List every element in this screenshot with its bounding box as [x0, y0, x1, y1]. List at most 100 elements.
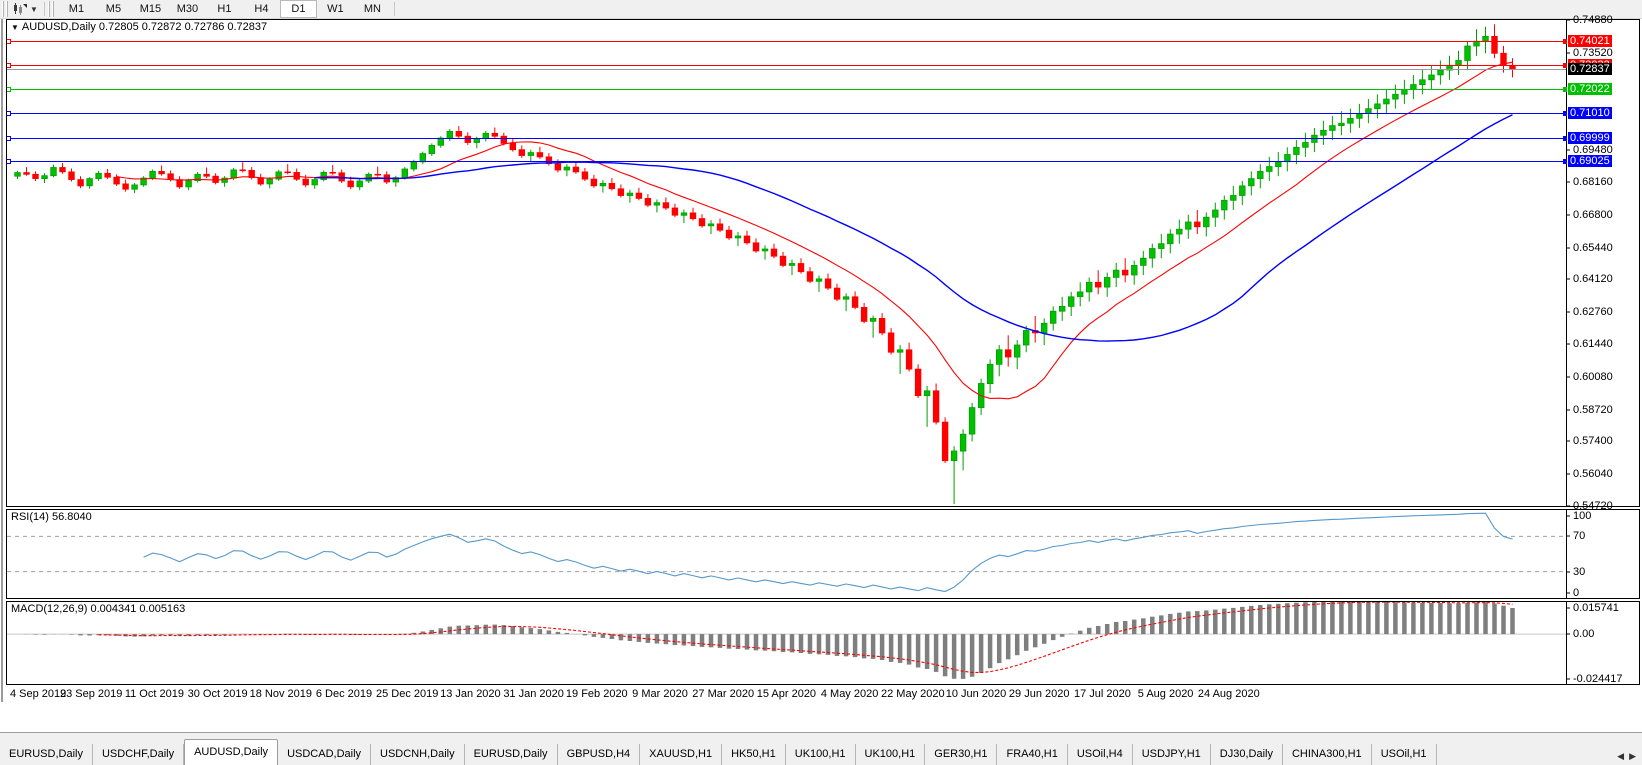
level-line-handle[interactable] — [1563, 86, 1567, 92]
level-line-handle-left[interactable] — [7, 159, 11, 165]
macd-tick-mark — [1567, 607, 1570, 609]
date-tick-label: 15 Apr 2020 — [756, 688, 817, 700]
price-tag-0-74021[interactable]: 0.74021 — [1568, 34, 1612, 47]
timeframe-button-h4[interactable]: H4 — [254, 3, 269, 15]
rsi-label: RSI(14) 56.8040 — [11, 511, 92, 523]
level-line-handle-left[interactable] — [7, 62, 11, 68]
date-tick-label: 11 Oct 2019 — [124, 688, 184, 700]
timeframe-button-m5[interactable]: M5 — [105, 3, 122, 15]
chart-tab-usdchf-daily[interactable]: USDCHF,Daily — [92, 744, 185, 765]
level-line-support[interactable] — [7, 135, 1567, 141]
chart-tab-china300-h1[interactable]: CHINA300,H1 — [1282, 744, 1372, 765]
level-line-pivot[interactable] — [7, 86, 1567, 92]
chart-tab-usoil-h4[interactable]: USOil,H4 — [1067, 744, 1133, 765]
price-tick-mark — [1567, 19, 1570, 21]
tab-prev-icon[interactable]: ◀ — [1617, 751, 1625, 761]
macd-tick-label: 0.00 — [1573, 628, 1595, 641]
date-tick-label: 10 Jun 2020 — [945, 688, 1007, 700]
rsi-indicator-panel[interactable]: RSI(14) 56.8040 100 70 30 0 — [6, 509, 1640, 599]
price-tick-mark — [1567, 278, 1570, 280]
date-tick-label: 9 Mar 2020 — [632, 688, 688, 700]
price-tag-0-72837[interactable]: 0.72837 — [1568, 63, 1612, 76]
level-line-handle[interactable] — [1563, 159, 1567, 165]
rsi-line-svg — [7, 512, 1567, 593]
tab-next-icon[interactable]: ▶ — [1629, 751, 1636, 761]
rsi-tick-mark — [1567, 592, 1570, 594]
timeframe-button-m15[interactable]: M15 — [139, 3, 162, 15]
timeframe-button-m30[interactable]: M30 — [176, 3, 199, 15]
level-line-handle-left[interactable] — [7, 38, 11, 44]
chart-tab-usdcad-daily[interactable]: USDCAD,Daily — [278, 744, 372, 765]
toolbar-grip[interactable] — [2, 1, 9, 17]
chart-type-button[interactable]: ▼ — [9, 1, 41, 17]
level-line-support[interactable] — [7, 111, 1567, 117]
rsi-tick-mark — [1567, 571, 1570, 573]
timeframe-button-w1[interactable]: W1 — [327, 3, 344, 15]
price-tick-mark — [1567, 440, 1570, 442]
price-tag-0-69999[interactable]: 0.69999 — [1568, 131, 1612, 144]
level-line-handle-left[interactable] — [7, 111, 11, 117]
level-line-support[interactable] — [7, 159, 1567, 165]
macd-axis: 0.015741 0.00 -0.024417 — [1566, 602, 1639, 685]
price-tick-mark — [1567, 52, 1570, 54]
chart-tab-gbpusd-h4[interactable]: GBPUSD,H4 — [557, 744, 641, 765]
rsi-tick-mark — [1567, 515, 1570, 517]
chart-tabbar: EURUSD,Daily USDCHF,Daily AUDUSD,Daily USDC… — [0, 732, 1642, 765]
price-tag-0-71010[interactable]: 0.71010 — [1568, 107, 1612, 120]
date-tick-label: 23 Sep 2019 — [59, 688, 123, 700]
chart-tab-uk100-h1[interactable]: UK100,H1 — [855, 744, 926, 765]
chart-tab-uk100-h1[interactable]: UK100,H1 — [785, 744, 856, 765]
chart-tab-eurusd-daily[interactable]: EURUSD,Daily — [0, 744, 93, 765]
rsi-tick-label: 100 — [1573, 510, 1592, 522]
level-line-handle[interactable] — [1563, 111, 1567, 117]
chart-tab-xauusd-h1[interactable]: XAUUSD,H1 — [640, 744, 723, 765]
price-tick-label: 0.60080 — [1573, 370, 1613, 383]
level-line-resistance[interactable] — [7, 38, 1567, 44]
price-axis[interactable]: 0.74880 0.73520 0.69480 0.68160 0.66800 0.654… — [1566, 14, 1639, 512]
timeframe-button-h1[interactable]: H1 — [217, 3, 232, 15]
price-plot-area[interactable] — [7, 20, 1567, 506]
timeframe-grip[interactable] — [47, 1, 55, 17]
collapse-caret-icon[interactable]: ▼ — [11, 23, 19, 32]
chart-tab-hk50-h1[interactable]: HK50,H1 — [722, 744, 786, 765]
chart-tab-dj30-daily[interactable]: DJ30,Daily — [1210, 744, 1283, 765]
date-tick-label: 5 Aug 2020 — [1137, 688, 1194, 700]
last-price-line — [7, 69, 1567, 71]
price-tag-0-69025[interactable]: 0.69025 — [1568, 155, 1612, 168]
chart-tab-usdjpy-h1[interactable]: USDJPY,H1 — [1132, 744, 1211, 765]
chart-tab-audusd-daily[interactable]: AUDUSD,Daily — [184, 739, 279, 765]
timeframe-button-d1[interactable]: D1 — [279, 0, 317, 18]
macd-label: MACD(12,26,9) 0.004341 0.005163 — [11, 603, 186, 615]
level-line-handle-left[interactable] — [7, 86, 11, 92]
chart-tab-fra40-h1[interactable]: FRA40,H1 — [997, 744, 1068, 765]
date-axis[interactable]: 4 Sep 2019 23 Sep 2019 11 Oct 2019 30 Oct 2… — [6, 687, 1640, 703]
level-line-resistance[interactable] — [7, 62, 1567, 68]
macd-indicator-panel[interactable]: MACD(12,26,9) 0.004341 0.005163 0.015741… — [6, 601, 1640, 685]
date-tick-label: 13 Jan 2020 — [440, 688, 501, 700]
price-tag-0-72022[interactable]: 0.72022 — [1568, 82, 1612, 95]
level-line-handle[interactable] — [1563, 62, 1567, 68]
rsi-plot-area[interactable] — [7, 510, 1567, 598]
candlestick-icon — [14, 3, 27, 15]
chart-container: ▼ AUDUSD,Daily 0.72805 0.72872 0.72786 0.… — [1, 14, 1642, 703]
level-line-handle[interactable] — [1563, 38, 1567, 44]
macd-histogram-svg — [7, 602, 1567, 679]
date-tick-label: 27 Mar 2020 — [692, 688, 755, 700]
price-chart-panel[interactable]: ▼ AUDUSD,Daily 0.72805 0.72872 0.72786 0.… — [6, 14, 1640, 512]
chart-tab-list: EURUSD,Daily USDCHF,Daily AUDUSD,Daily USDC… — [0, 739, 1613, 765]
chart-tab-eurusd-daily[interactable]: EURUSD,Daily — [464, 744, 558, 765]
chart-tab-usdcnh-daily[interactable]: USDCNH,Daily — [371, 744, 465, 765]
macd-plot-area[interactable] — [7, 602, 1567, 684]
chart-tab-usoil-h1[interactable]: USOil,H1 — [1371, 744, 1437, 765]
level-line-handle-left[interactable] — [7, 135, 11, 141]
date-tick-label: 29 Jun 2020 — [1008, 688, 1070, 700]
price-tick-label: 0.62760 — [1573, 306, 1613, 319]
date-tick-label: 4 May 2020 — [820, 688, 879, 700]
timeframe-button-mn[interactable]: MN — [363, 3, 381, 15]
chart-tab-ger30-h1[interactable]: GER30,H1 — [925, 744, 998, 765]
date-tick-label: 4 Sep 2019 — [10, 688, 67, 700]
price-tick-label: 0.74880 — [1573, 14, 1613, 26]
timeframe-button-m1[interactable]: M1 — [68, 3, 85, 15]
level-line-handle[interactable] — [1563, 135, 1567, 141]
